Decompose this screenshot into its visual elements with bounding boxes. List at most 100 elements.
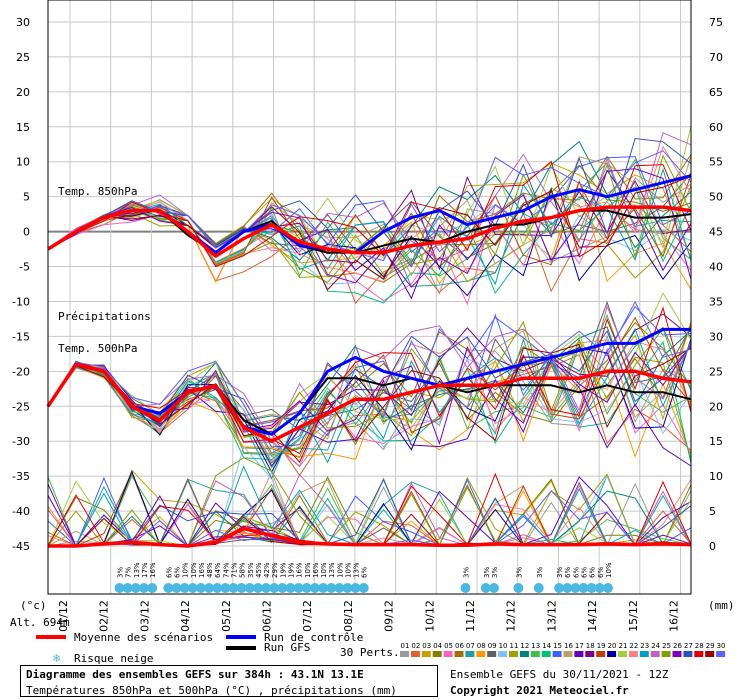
x-tick-label: 14/12 (586, 600, 599, 632)
footer-box (20, 665, 438, 697)
snowflake-icon (179, 583, 190, 593)
snow-risk-value: 3% (515, 567, 523, 578)
snow-risk-marker: 16% (293, 562, 304, 593)
left-tick-label: -15 (12, 330, 30, 343)
footer-subtitle: Températures 850hPa et 500hPa (°C) , pré… (26, 684, 397, 697)
snowflake-icon (358, 583, 369, 593)
snow-risk-value: 16% (149, 562, 157, 578)
member-t850-line (47, 185, 692, 283)
pert-swatch (574, 651, 584, 657)
x-tick-label: 06/12 (261, 600, 274, 632)
x-tick-label: 09/12 (383, 600, 396, 632)
member-t850-line (47, 145, 692, 283)
snow-risk-marker: 6% (594, 567, 605, 593)
snow-risk-row: 3% 7% 13% 17% 16% 6% 6% 10% 10% 16% 48% 64% 74% 71% 58… (114, 562, 613, 593)
pert-number: 02 (411, 642, 420, 650)
snowflake-icon (342, 583, 353, 593)
pert-number: 17 (575, 642, 584, 650)
snow-risk-value: 3% (483, 567, 491, 578)
right-tick-label: 40 (709, 261, 723, 274)
x-tick-label: 10/12 (423, 600, 436, 632)
snow-risk-marker: 6% (570, 567, 581, 593)
pert-swatch (443, 651, 453, 657)
snowflake-icon (488, 583, 499, 593)
legend-gfs-label: Run GFS (264, 641, 310, 654)
left-tick-label: -10 (12, 295, 30, 308)
control-t500-line (46, 327, 691, 436)
pert-swatch (552, 651, 562, 657)
pert-swatch (421, 651, 431, 657)
x-tick-label: 11/12 (464, 600, 477, 632)
snow-risk-value: 16% (312, 562, 320, 578)
right-tick-label: 45 (709, 226, 723, 239)
snow-risk-value: 6% (564, 567, 572, 578)
snow-risk-value: 3% (462, 567, 470, 578)
snowflake-icon (261, 583, 272, 593)
snowflake-icon (252, 583, 263, 593)
snow-risk-marker: 29% (269, 562, 280, 593)
x-tick-label: 03/12 (138, 600, 151, 632)
pert-swatch (683, 651, 693, 657)
snowflake-icon (204, 583, 215, 593)
pert-swatch (509, 651, 518, 657)
snow-risk-marker: 3% (533, 567, 544, 593)
snow-risk-marker: 6% (578, 567, 589, 593)
snow-risk-value: 6% (572, 567, 580, 578)
left-tick-label: 5 (23, 191, 30, 204)
pert-swatch (694, 651, 704, 657)
left-tick-label: 0 (23, 226, 30, 239)
pert-number: 23 (640, 642, 649, 650)
pert-number: 26 (673, 642, 682, 650)
pert-number: 18 (586, 642, 595, 650)
x-tick-label: 04/12 (179, 600, 192, 632)
pert-number: 12 (520, 642, 529, 650)
snow-risk-value: 6% (589, 567, 597, 578)
snow-risk-value: 64% (214, 562, 222, 578)
pert-number: 14 (542, 642, 551, 650)
pert-swatch (498, 651, 508, 657)
right-tick-label: 25 (709, 365, 723, 378)
pert-number: 03 (422, 642, 431, 650)
right-tick-label: 75 (709, 16, 723, 29)
right-tick-label: 60 (709, 121, 723, 134)
left-tick-label: -25 (12, 400, 30, 413)
snow-risk-value: 10% (605, 562, 613, 578)
pert-swatch (585, 651, 595, 657)
snow-risk-value: 19% (287, 562, 295, 578)
pert-number: 01 (401, 642, 410, 650)
member-t500-line (47, 358, 692, 467)
pert-swatch (607, 651, 617, 657)
snow-risk-marker: 13% (130, 562, 141, 593)
legend-snow-label: Risque neige (74, 652, 153, 665)
pert-swatch (410, 651, 420, 657)
pert-swatch (465, 651, 475, 657)
snow-risk-marker: 6% (358, 567, 369, 593)
snow-risk-marker: 6% (586, 567, 597, 593)
snow-risk-marker: 3% (460, 567, 471, 593)
pert-swatch (432, 651, 442, 657)
plot-frame (47, 0, 692, 595)
snowflake-icon: ❄ (53, 651, 60, 665)
snowflake-icon (586, 583, 597, 593)
snow-risk-marker: 71% (228, 562, 239, 593)
right-tick-label: 30 (709, 330, 723, 343)
right-tick-label: 35 (709, 295, 723, 308)
member-t850-line (47, 132, 692, 261)
pert-swatch (705, 651, 715, 657)
member-t500-line (47, 340, 692, 464)
snow-risk-value: 10% (182, 562, 190, 578)
altitude-label: Alt. 694m (10, 616, 70, 629)
snowflake-icon (195, 583, 206, 593)
x-tick-label: 08/12 (342, 600, 355, 632)
snow-risk-marker: 10% (179, 562, 190, 593)
member-t500-line (47, 329, 692, 448)
mean-precip-line (48, 526, 692, 548)
annotation-t850: Temp. 850hPa (58, 185, 137, 198)
pert-number: 05 (444, 642, 453, 650)
snowflake-icon (220, 583, 231, 593)
snow-risk-value: 58% (239, 562, 247, 578)
x-tick-label: 02/12 (98, 600, 111, 632)
snowflake-icon (163, 583, 174, 593)
snow-risk-value: 10% (304, 562, 312, 578)
